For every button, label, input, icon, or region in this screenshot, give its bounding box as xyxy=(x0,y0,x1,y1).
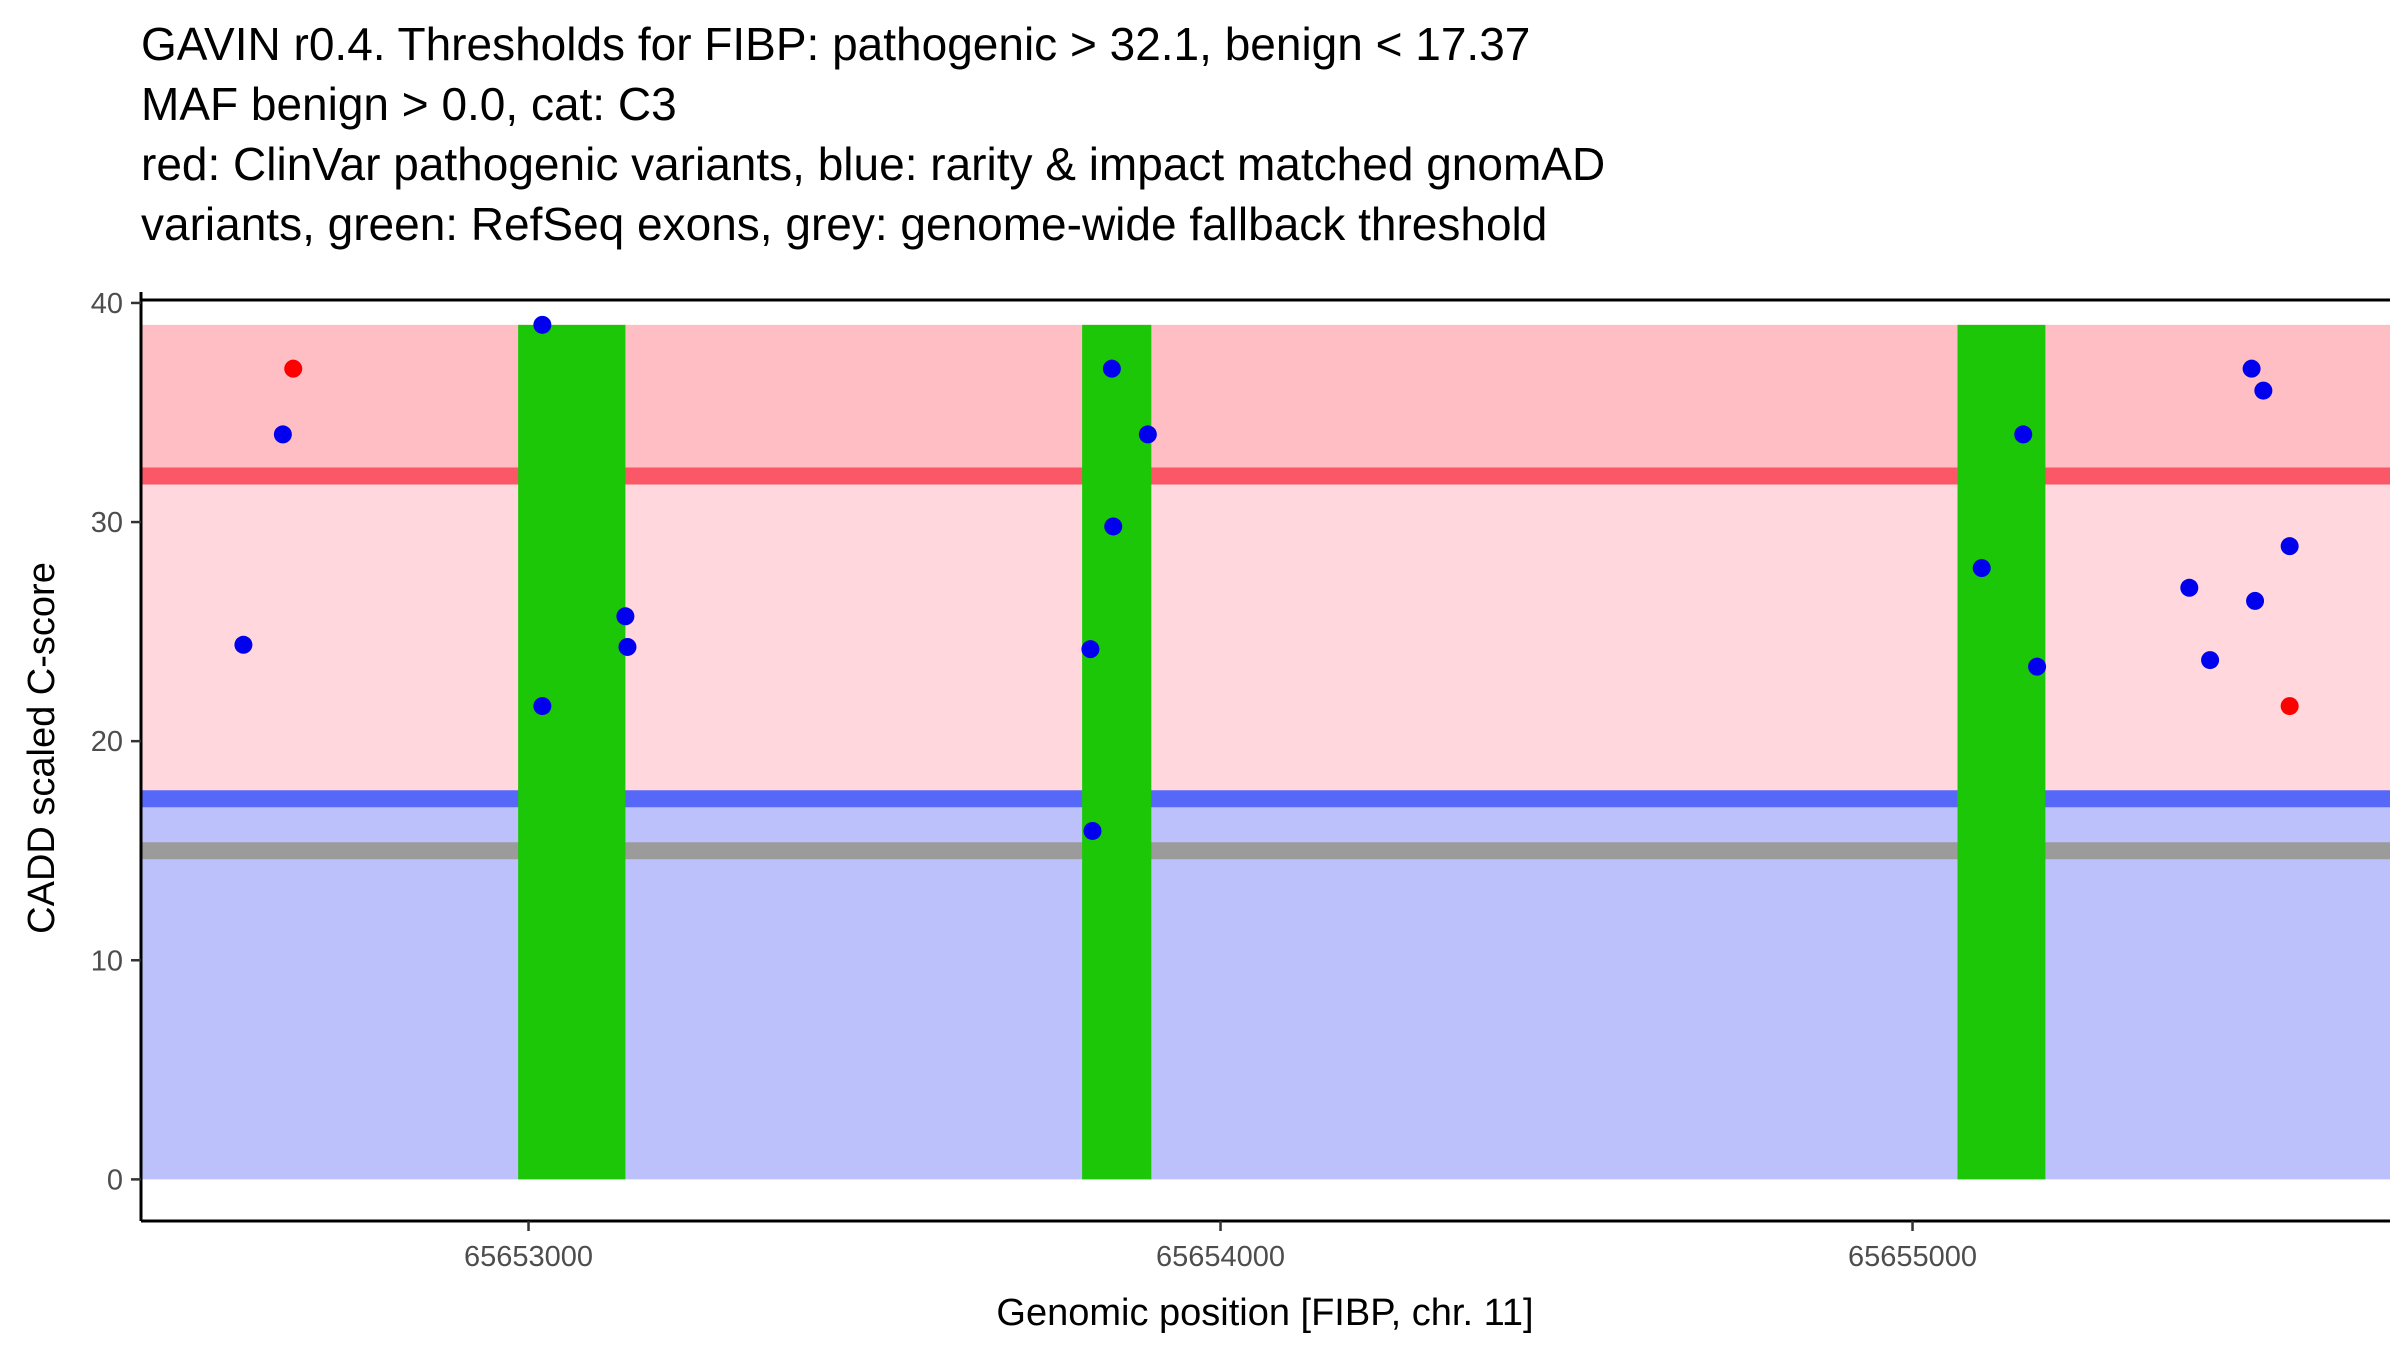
y-tick-label-0: 0 xyxy=(107,1164,123,1196)
axes: 0 10 20 30 40 65653000 65654000 65655000 xyxy=(91,288,2390,1273)
gnomad-variant-point-10 xyxy=(1104,517,1123,536)
plot-area xyxy=(141,315,2390,1180)
gnomad-variant-point-15 xyxy=(2180,578,2199,597)
x-tick-label-65655000: 65655000 xyxy=(1848,1241,1977,1273)
gnomad-variant-point-12 xyxy=(1972,559,1991,578)
exon-bar-1 xyxy=(518,324,626,1180)
title-line-3: red: ClinVar pathogenic variants, blue: … xyxy=(141,138,1605,190)
title-line-4: variants, green: RefSeq exons, grey: gen… xyxy=(141,198,1547,250)
gnomad-variant-point-11 xyxy=(1138,425,1157,444)
x-axis-title: Genomic position [FIBP, chr. 11] xyxy=(996,1292,1533,1334)
gnomad-variant-point-16 xyxy=(2201,651,2220,670)
gnomad-variant-point-8 xyxy=(1083,821,1102,840)
gnomad-variant-point-7 xyxy=(1081,640,1100,659)
chart-title: GAVIN r0.4. Thresholds for FIBP: pathoge… xyxy=(141,18,1605,250)
gnomad-variant-point-14 xyxy=(2028,657,2047,676)
gnomad-variant-point-19 xyxy=(2254,381,2273,400)
gnomad-variant-point-18 xyxy=(2246,591,2265,610)
exon-bar-3 xyxy=(1957,324,2046,1180)
gnomad-variant-point-1 xyxy=(234,635,253,654)
gnomad-variant-point-2 xyxy=(273,425,292,444)
pathogenic-variant-point-2 xyxy=(2280,697,2299,716)
gnomad-variant-point-5 xyxy=(616,607,635,626)
y-tick-label-30: 30 xyxy=(91,507,123,539)
y-axis-title: CADD scaled C-score xyxy=(21,562,63,934)
title-line-1: GAVIN r0.4. Thresholds for FIBP: pathoge… xyxy=(141,18,1530,70)
title-line-2: MAF benign > 0.0, cat: C3 xyxy=(141,78,677,130)
gnomad-variant-point-17 xyxy=(2242,359,2261,378)
gnomad-variant-point-13 xyxy=(2014,425,2033,444)
gnomad-variant-point-20 xyxy=(2280,537,2299,556)
pathogenic-region xyxy=(141,324,2390,477)
gnomad-variant-point-9 xyxy=(1102,359,1121,378)
y-tick-label-10: 10 xyxy=(91,945,123,977)
y-tick-label-20: 20 xyxy=(91,726,123,758)
exon-bar-2 xyxy=(1082,324,1152,1180)
x-tick-label-65653000: 65653000 xyxy=(464,1241,593,1273)
gnomad-variant-point-4 xyxy=(533,697,552,716)
gnomad-variant-point-6 xyxy=(618,637,637,656)
y-tick-label-40: 40 xyxy=(91,288,123,320)
intermediate-region xyxy=(141,476,2390,799)
gnomad-variant-point-3 xyxy=(533,315,552,334)
pathogenic-variant-point-1 xyxy=(284,359,303,378)
x-tick-label-65654000: 65654000 xyxy=(1156,1241,1285,1273)
